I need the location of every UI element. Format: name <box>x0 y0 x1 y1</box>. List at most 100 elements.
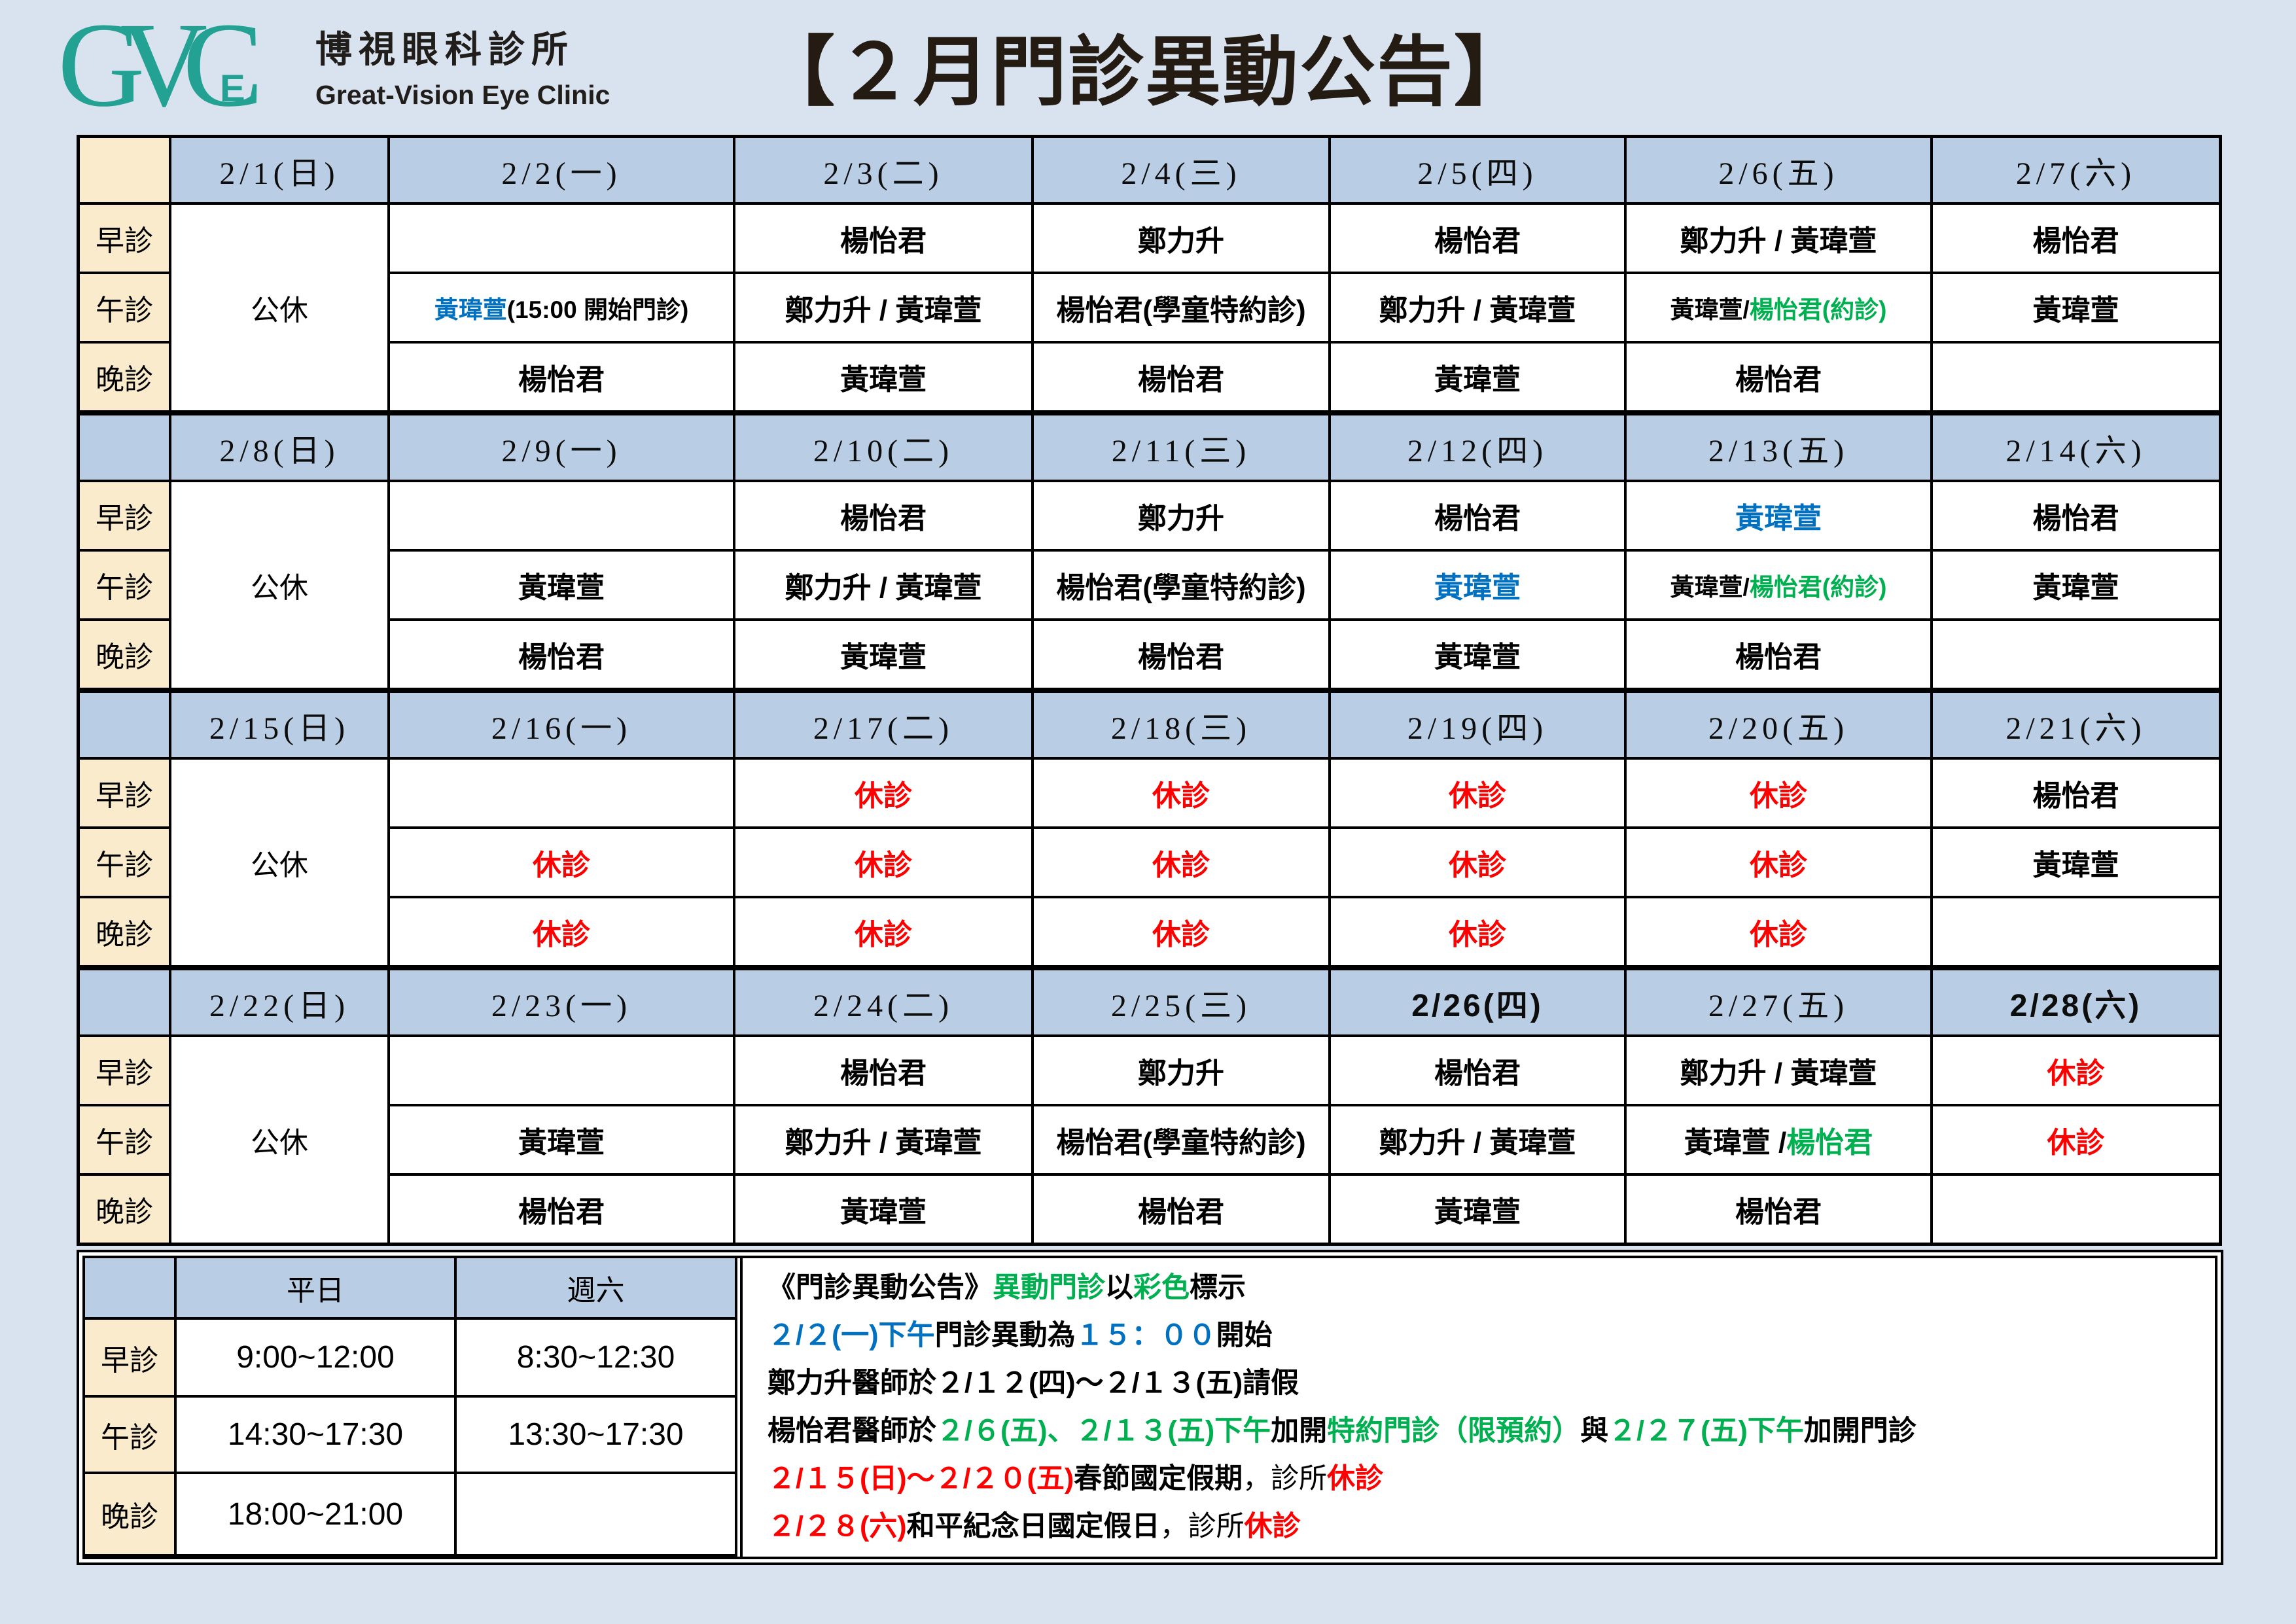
schedule-cell <box>1933 898 2219 965</box>
date-header: 2/25(三) <box>1034 970 1328 1034</box>
doctor-name-segment: 楊怡君(學童特約診) <box>1056 294 1306 327</box>
schedule-cell: 休診 <box>735 898 1031 965</box>
notice-segment: １５：００ <box>1075 1320 1216 1351</box>
date-header: 2/26(四) <box>1331 970 1624 1034</box>
schedule-cell <box>1933 344 2219 410</box>
hours-saturday-value: 13:30~17:30 <box>457 1398 735 1472</box>
notice-segment: ２/２７(五)下午 <box>1608 1415 1804 1447</box>
schedule-cell: 楊怡君 <box>1034 1176 1328 1243</box>
notice-segment: 標示 <box>1190 1272 1246 1303</box>
doctor-name-segment: 楊怡君 <box>2032 503 2119 535</box>
schedule-cell: 休診 <box>1331 760 1624 826</box>
doctor-name-segment: 黃瑋萱 <box>1434 1196 1521 1228</box>
schedule-cell: 黃瑋萱 <box>1331 344 1624 410</box>
doctor-name-segment: 楊怡君 <box>1434 1057 1521 1089</box>
doctor-name-segment: 鄭力升 <box>1138 1057 1224 1089</box>
logo-gvc-mark: GVC E <box>58 5 293 126</box>
schedule-cell: 黃瑋萱 <box>390 552 733 618</box>
date-header: 2/4(三) <box>1034 138 1328 202</box>
schedule-cell <box>390 760 733 826</box>
schedule-cell: 休診 <box>1034 898 1328 965</box>
date-header: 2/1(日) <box>171 138 387 202</box>
schedule-cell <box>1933 1176 2219 1243</box>
doctor-name-segment: 休診 <box>855 780 912 812</box>
notice-segment: ２/１５(日)～２/２０(五) <box>768 1463 1074 1494</box>
session-label: 早診 <box>80 760 169 826</box>
doctor-name-segment: 黃瑋萱 <box>840 364 927 396</box>
doctor-name-segment: 休診 <box>1750 849 1807 881</box>
doctor-name-segment: 楊怡君 <box>518 641 605 673</box>
schedule-cell: 楊怡君 <box>735 1037 1031 1104</box>
notice-line: 《門診異動公告》異動門診以彩色標示 <box>768 1264 2215 1312</box>
notice-line: ２/２８(六)和平紀念日國定假日，診所休診 <box>768 1503 2215 1551</box>
session-label: 午診 <box>80 829 169 896</box>
doctor-name-segment: 黃瑋萱 <box>2032 849 2119 881</box>
date-header: 2/5(四) <box>1331 138 1624 202</box>
schedule-cell <box>390 205 733 272</box>
schedule-cell: 楊怡君 <box>1034 344 1328 410</box>
date-header: 2/9(一) <box>390 415 733 480</box>
hours-column-header: 週六 <box>457 1258 735 1317</box>
date-header: 2/17(二) <box>735 693 1031 757</box>
date-header: 2/13(五) <box>1627 415 1930 480</box>
week-block: 2/22(日) 2/23(一) 2/24(二) 2/25(三) 2/26(四) 2/27(… <box>77 967 2222 1246</box>
notice-segment: 和平紀念日國定假日 <box>906 1511 1160 1542</box>
doctor-name-segment: 鄭力升 / 黃瑋萱 <box>1379 294 1576 327</box>
closed-cell: 公休 <box>171 760 387 965</box>
clinic-hours-table: 平日 週六 早診 9:00~12:00 8:30~12:30 午診 14:30~17:30 1… <box>85 1258 735 1557</box>
doctor-name-segment: 楊怡君 <box>1434 225 1521 257</box>
clinic-name-zh: 博視眼科診所 <box>315 29 574 70</box>
schedule-cell: 休診 <box>1627 829 1930 896</box>
clinic-name-en: Great-Vision Eye Clinic <box>315 80 610 110</box>
schedule-cell <box>1933 621 2219 688</box>
notice-segment: ，診所 <box>1159 1511 1245 1542</box>
doctor-name-segment: 楊怡君 <box>2032 225 2119 257</box>
schedule-cell: 休診 <box>1034 760 1328 826</box>
schedule-cell: 楊怡君 <box>1933 205 2219 272</box>
logo-gvc-letters: GVC <box>58 0 264 132</box>
doctor-name-segment: 休診 <box>855 849 912 881</box>
doctor-name-segment: 楊怡君 <box>1735 1196 1822 1228</box>
notice-segment: 加開門診 <box>1803 1415 1916 1447</box>
hours-saturday-value <box>457 1474 735 1554</box>
doctor-name-segment: 休診 <box>1449 849 1506 881</box>
schedule-table: 2/1(日) 2/2(一) 2/3(二) 2/4(三) 2/5(四) 2/6(五) 2/7(… <box>77 135 2222 1246</box>
notice-segment: 休診 <box>1327 1463 1384 1494</box>
schedule-cell: 休診 <box>390 829 733 896</box>
closed-cell: 公休 <box>171 1037 387 1243</box>
schedule-cell: 鄭力升 <box>1034 1037 1328 1104</box>
notice-segment: 加開 <box>1271 1415 1328 1447</box>
doctor-name-segment: 楊怡君(約診) <box>1749 296 1887 323</box>
doctor-name-segment: 休診 <box>1449 780 1506 812</box>
doctor-name-segment: 休診 <box>2047 1127 2105 1159</box>
session-label: 午診 <box>80 274 169 341</box>
doctor-name-segment: 鄭力升 <box>1138 225 1224 257</box>
doctor-name-segment: 黃瑋萱/ <box>1670 296 1750 323</box>
schedule-cell: 楊怡君(學童特約診) <box>1034 552 1328 618</box>
schedule-cell: 黃瑋萱 <box>1933 274 2219 341</box>
schedule-cell <box>390 482 733 549</box>
schedule-cell: 鄭力升 / 黃瑋萱 <box>1627 205 1930 272</box>
notice-segment: 開始 <box>1216 1320 1273 1351</box>
date-header: 2/15(日) <box>171 693 387 757</box>
session-label: 早診 <box>80 205 169 272</box>
schedule-cell: 鄭力升 / 黃瑋萱 <box>1627 1037 1930 1104</box>
doctor-name-segment: 楊怡君 <box>1138 641 1224 673</box>
date-header: 2/22(日) <box>171 970 387 1034</box>
schedule-cell: 休診 <box>1933 1106 2219 1173</box>
hours-session-label: 午診 <box>85 1398 174 1472</box>
corner-cell <box>80 970 169 1034</box>
schedule-cell: 黃瑋萱 <box>1933 829 2219 896</box>
corner-cell <box>80 693 169 757</box>
schedule-cell: 楊怡君 <box>390 621 733 688</box>
notice-line: ２/２(一)下午門診異動為１５：００開始 <box>768 1312 2215 1360</box>
doctor-name-segment: 休診 <box>1152 919 1210 951</box>
logo-e-letter: E <box>220 67 245 110</box>
week-block: 2/1(日) 2/2(一) 2/3(二) 2/4(三) 2/5(四) 2/6(五) 2/7(… <box>77 135 2222 414</box>
schedule-cell: 黃瑋萱 <box>1331 1176 1624 1243</box>
date-header: 2/16(一) <box>390 693 733 757</box>
schedule-cell: 鄭力升 / 黃瑋萱 <box>735 552 1031 618</box>
notice-segment: 休診 <box>1244 1511 1301 1542</box>
doctor-name-segment: 黃瑋萱 <box>1735 503 1822 535</box>
doctor-name-segment: 黃瑋萱 <box>840 1196 927 1228</box>
